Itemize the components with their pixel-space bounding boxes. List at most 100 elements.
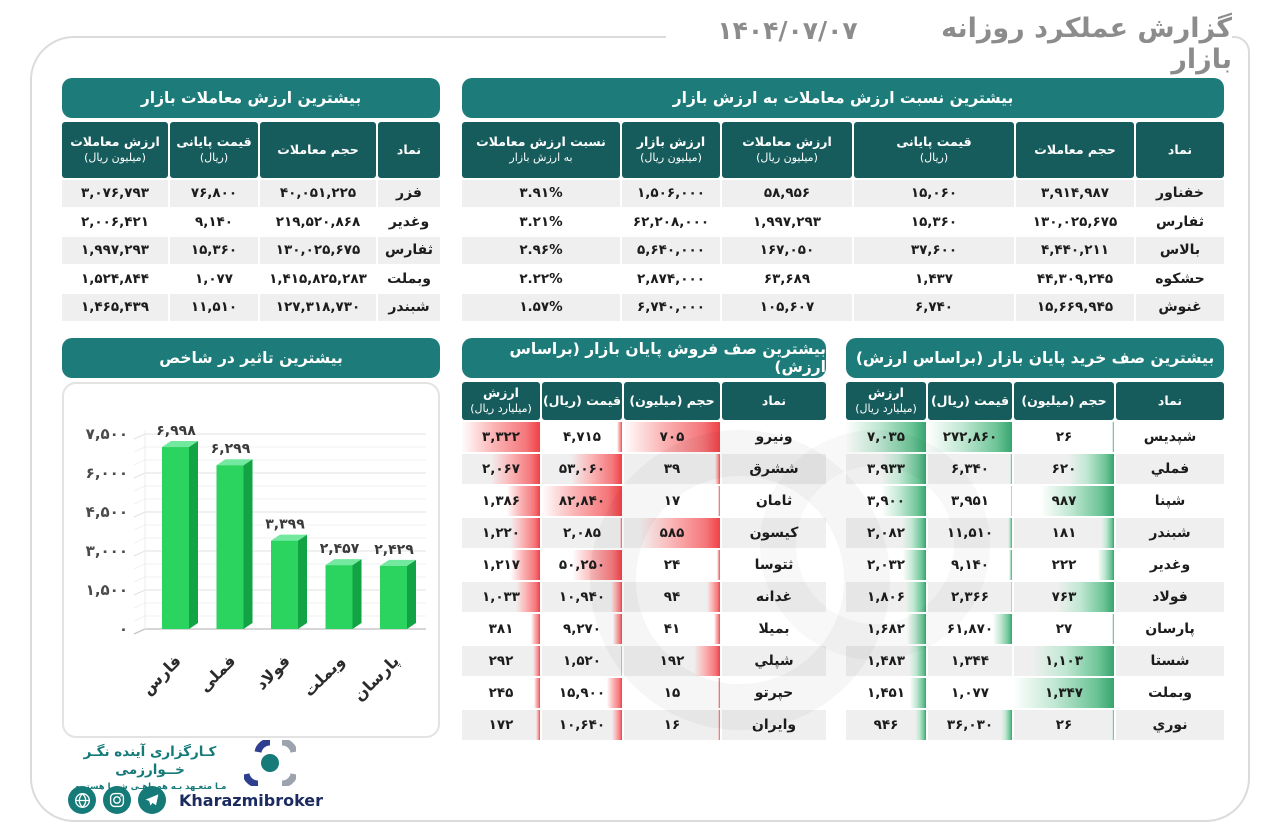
value-cell: ۱,۳۴۴: [928, 646, 1012, 676]
column-header: ارزش معاملات (میلیون ریال): [62, 122, 168, 178]
symbol-cell: غدانه: [722, 582, 826, 612]
column-header: نماد: [722, 382, 826, 420]
symbol-cell: حشکوه: [1136, 265, 1224, 292]
value-cell: ۱,۵۲۴,۸۴۴: [62, 265, 168, 292]
index-impact-bar-chart: ۰ ۱,۵۰۰ ۳,۰۰۰ ۴,۵۰۰ ۶,۰۰۰ ۷,۵۰۰ ۶,۹۹۸ فارس ۶,۲۹۹…: [62, 382, 440, 738]
table-header-row: نماد حجم (میلیون) قیمت (ریال) ارزش (میلیارد …: [846, 382, 1224, 420]
value-cell: ۲۴: [624, 550, 720, 580]
page-title: گزارش عملکرد روزانه بازار: [941, 13, 1232, 75]
data-bar: [909, 646, 926, 676]
data-bar: [535, 710, 540, 740]
data-bar: [915, 710, 926, 740]
column-header: نماد: [1116, 382, 1224, 420]
table-row: ثفارس ۱۳۰,۰۲۵,۶۷۵ ۱۵,۳۶۰ ۱,۹۹۷,۲۹۳: [62, 237, 440, 264]
value-cell: ۲۷۲,۸۶۰: [928, 422, 1012, 452]
table-row: فزر ۴۰,۰۵۱,۲۲۵ ۷۶,۸۰۰ ۳,۰۷۶,۷۹۳: [62, 180, 440, 207]
value-cell: ۲۶: [1014, 710, 1114, 740]
symbol-cell: وغدیر: [1116, 550, 1224, 580]
table-row: خفناور ۳,۹۱۴,۹۸۷ ۱۵,۰۶۰ ۵۸,۹۵۶ ۱,۵۰۶,۰۰۰ ۳.۹۱…: [462, 180, 1224, 207]
table-row: ثامان ۱۷ ۸۲,۸۴۰ ۱,۳۸۶: [462, 486, 826, 516]
data-bar: [906, 614, 926, 644]
table-row: وغدیر ۲۲۲ ۹,۱۴۰ ۲,۰۳۲: [846, 550, 1224, 580]
value-cell: ۱۱,۵۱۰: [928, 518, 1012, 548]
panel-sell-queue: بیشترین صف فروش پایان بازار (براساس ارزش…: [462, 338, 826, 740]
value-cell: ۱,۳۸۶: [462, 486, 540, 516]
x-category-label: پارسان: [349, 651, 403, 705]
value-cell: ۱۲۷,۳۱۸,۷۳۰: [260, 294, 376, 321]
symbol-cell: ششرق: [722, 454, 826, 484]
panel-top-trade-value: بیشترین ارزش معاملات بازار نماد حجم معامل…: [62, 78, 440, 321]
x-category-label: فملی: [195, 651, 239, 695]
data-bar: [714, 614, 720, 644]
value-cell: ۱,۴۳۷: [854, 265, 1014, 292]
symbol-cell: حپرتو: [722, 678, 826, 708]
value-cell: ۵۸,۹۵۶: [722, 180, 852, 207]
table-header-row: نماد حجم (میلیون) قیمت (ریال) ارزش (میلیارد …: [462, 382, 826, 420]
value-cell: ۱۸۱: [1014, 518, 1114, 548]
table-row: وبملت ۱,۳۴۷ ۱,۰۷۷ ۱,۴۵۱: [846, 678, 1224, 708]
report-date: ۱۴۰۴/۰۷/۰۷: [717, 16, 858, 45]
table-row: بمیلا ۴۱ ۹,۲۷۰ ۳۸۱: [462, 614, 826, 644]
data-bar: [881, 454, 926, 484]
data-bar: [992, 614, 1012, 644]
symbol-cell: فولاد: [1116, 582, 1224, 612]
symbol-cell: ثفارس: [1136, 208, 1224, 235]
data-bar: [507, 486, 540, 516]
globe-icon[interactable]: [68, 786, 96, 814]
table-row: شبندر ۱۲۷,۳۱۸,۷۳۰ ۱۱,۵۱۰ ۱,۴۶۵,۴۳۹: [62, 294, 440, 321]
symbol-cell: کیسون: [722, 518, 826, 548]
value-cell: ۵,۶۴۰,۰۰۰: [622, 237, 720, 264]
y-tick-label: ۰: [119, 620, 128, 638]
value-cell: ۱۵,۶۶۹,۹۴۵: [1016, 294, 1134, 321]
data-bar: [620, 646, 622, 676]
data-bar: [1011, 582, 1012, 612]
value-cell: ۵۰,۲۵۰: [542, 550, 622, 580]
value-cell: ۱,۴۵۱: [846, 678, 926, 708]
data-bar: [717, 678, 720, 708]
table-row: پارسان ۲۷ ۶۱,۸۷۰ ۱,۶۸۲: [846, 614, 1224, 644]
column-header: حجم (میلیون): [1014, 382, 1114, 420]
data-bar: [1097, 550, 1114, 580]
data-bar: [515, 582, 540, 612]
bar-chart-canvas: ۰ ۱,۵۰۰ ۳,۰۰۰ ۴,۵۰۰ ۶,۰۰۰ ۷,۵۰۰ ۶,۹۹۸ فارس ۶,۲۹۹…: [86, 423, 426, 706]
data-bar: [905, 582, 926, 612]
telegram-icon[interactable]: [138, 786, 166, 814]
value-cell: ۱,۸۰۶: [846, 582, 926, 612]
panel-trade-to-market-ratio: بیشترین نسبت ارزش معاملات به ارزش بازار …: [462, 78, 1224, 321]
value-cell: ۳,۹۰۰: [846, 486, 926, 516]
y-tick-label: ۱,۵۰۰: [86, 581, 128, 599]
gridline: [133, 628, 426, 635]
data-bar: [902, 550, 926, 580]
column-header: نسبت ارزش معاملات به ارزش بازار: [462, 122, 620, 178]
symbol-cell: وغدیر: [378, 208, 440, 235]
panel-title-buy-queue: بیشترین صف خرید پایان بازار (براساس ارزش…: [846, 338, 1224, 378]
value-cell: ۲,۰۸۵: [542, 518, 622, 548]
table-row: شپلي ۱۹۲ ۱,۵۲۰ ۲۹۲: [462, 646, 826, 676]
data-bar: [717, 486, 720, 516]
bar-value-label: ۶,۲۹۹: [211, 441, 251, 457]
symbol-cell: ثفارس: [378, 237, 440, 264]
value-cell: ۴۱: [624, 614, 720, 644]
value-cell: ۵۸۵: [624, 518, 720, 548]
value-cell: ۱.۵۷%: [462, 294, 620, 321]
table-row: فولاد ۷۶۳ ۲,۳۶۶ ۱,۸۰۶: [846, 582, 1224, 612]
broker-handle: Kharazmibroker: [179, 790, 324, 810]
data-bar: [462, 422, 540, 452]
instagram-icon[interactable]: [103, 786, 131, 814]
value-cell: ۱۰,۶۴۰: [542, 710, 622, 740]
value-cell: ۳,۹۳۳: [846, 454, 926, 484]
data-bar: [611, 582, 622, 612]
table-row: شبندر ۱۸۱ ۱۱,۵۱۰ ۲,۰۸۲: [846, 518, 1224, 548]
value-cell: ۲۹۲: [462, 646, 540, 676]
value-cell: ۱,۴۶۵,۴۳۹: [62, 294, 168, 321]
value-cell: ۱۹۲: [624, 646, 720, 676]
value-cell: ۱,۶۸۲: [846, 614, 926, 644]
broker-footer: کـارگزاری آینده نگـر خــوارزمی مـا متعـه…: [62, 738, 332, 820]
data-bar: [613, 614, 622, 644]
data-bar: [570, 454, 622, 484]
value-cell: ۱۵,۳۶۰: [170, 237, 258, 264]
value-cell: ۶,۷۴۰: [854, 294, 1014, 321]
value-cell: ۶۲۰: [1014, 454, 1114, 484]
panel-index-impact: بیشترین تاثیر در شاخص ۰ ۱,۵۰۰ ۳,۰۰۰ ۴,۵۰۰ ۶,…: [62, 338, 440, 738]
value-cell: ۱,۳۴۷: [1014, 678, 1114, 708]
